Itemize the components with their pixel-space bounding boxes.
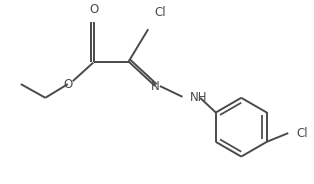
Text: N: N xyxy=(151,79,160,93)
Text: O: O xyxy=(90,3,99,15)
Text: NH: NH xyxy=(190,91,208,104)
Text: Cl: Cl xyxy=(296,127,308,139)
Text: O: O xyxy=(63,78,73,91)
Text: Cl: Cl xyxy=(154,6,166,20)
